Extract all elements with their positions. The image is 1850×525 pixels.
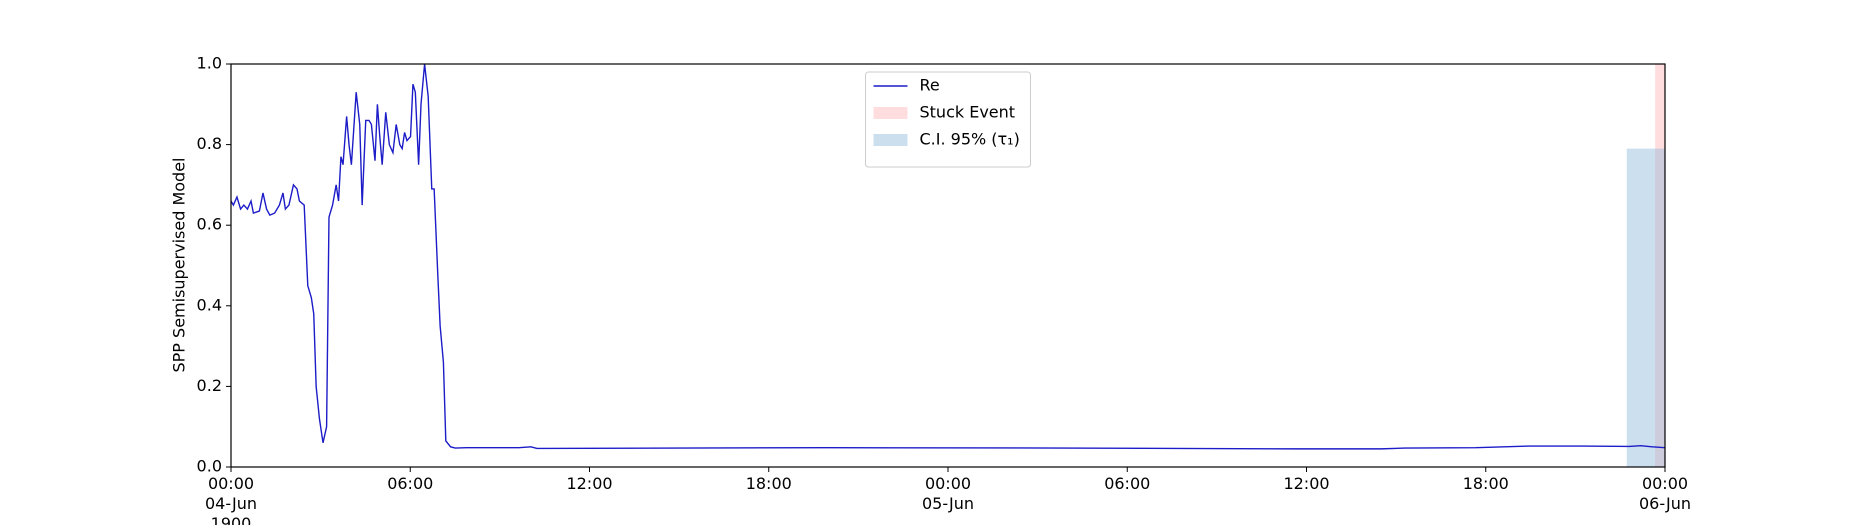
x-tick-label: 06:00 [1104,474,1150,493]
y-tick-label: 1.0 [197,54,222,73]
y-axis-label: SPP Semisupervised Model [170,158,189,373]
x-tick-label: 00:00 05-Jun [922,474,974,513]
x-tick-label: 12:00 [566,474,612,493]
x-tick-label: 18:00 [1463,474,1509,493]
x-tick-label: 00:00 04-Jun 1900 [205,474,257,525]
legend-box [865,71,1031,168]
x-tick-label: 18:00 [746,474,792,493]
y-tick-label: 0.4 [197,295,222,314]
y-tick-label: 0.8 [197,134,222,153]
x-tick-label: 00:00 06-Jun [1639,474,1691,513]
span [1655,64,1665,467]
y-tick-label: 0.2 [197,376,222,395]
legend-patch [873,134,908,146]
legend-label: Re [920,76,940,95]
y-tick-label: 0.6 [197,215,222,234]
legend-patch [873,107,908,119]
span [1626,148,1665,467]
legend-label: C.I. 95% (τ₁) [920,130,1020,149]
x-tick-label: 12:00 [1283,474,1329,493]
data-line [230,63,1666,450]
y-tick-label: 0.0 [197,457,222,476]
legend-label: Stuck Event [920,103,1016,122]
x-tick-label: 06:00 [387,474,433,493]
